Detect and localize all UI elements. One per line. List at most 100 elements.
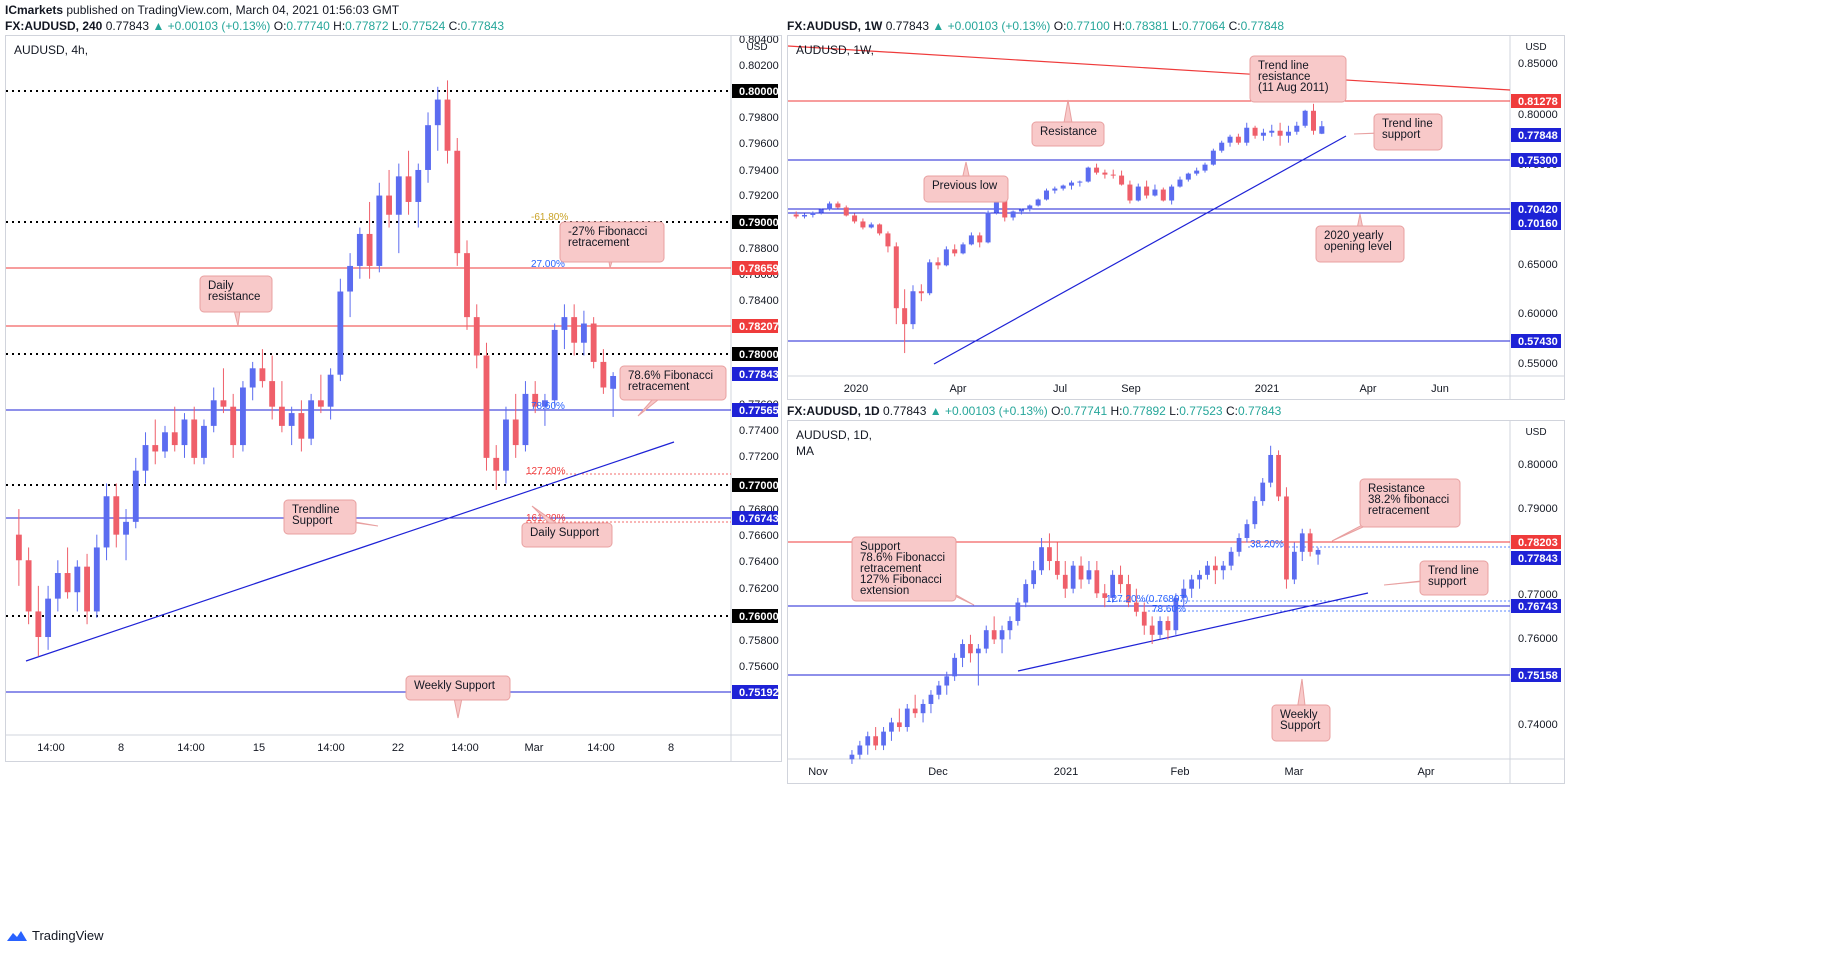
x-tick-label: Dec: [928, 766, 948, 778]
price-tag: [1511, 551, 1561, 565]
close-label: C:: [1225, 404, 1238, 418]
tradingview-logo[interactable]: TradingView: [6, 928, 104, 943]
chart-panel-4h[interactable]: USD 0.80400 0.80200 0.79800 0.79600 0.79400 0.…: [5, 35, 782, 762]
price-tag: [1511, 94, 1561, 108]
candle-body: [1169, 186, 1175, 201]
y-tick-label: 0.55000: [1518, 358, 1558, 370]
high-label: H:: [1110, 404, 1123, 418]
symbol-label: FX:AUDUSD, 1D: [787, 404, 880, 418]
candle-body: [818, 209, 824, 213]
high-value: 0.77892: [1122, 404, 1166, 418]
price-tag-label: 0.75300: [1518, 155, 1558, 167]
candle-body: [123, 521, 129, 535]
callout-box: [1031, 121, 1105, 147]
chart-panel-1w[interactable]: USD0.850000.800000.750000.700000.650000.…: [787, 35, 1565, 400]
candle-body: [1236, 537, 1242, 552]
price-tag-label: 0.77000: [739, 480, 779, 492]
callout-box: [923, 175, 1009, 203]
callout-text: Trendline Support: [292, 504, 340, 527]
candle-body: [54, 573, 61, 599]
candle-body: [113, 496, 120, 535]
y-tick-label: 0.80200: [739, 60, 779, 72]
candle-body: [889, 722, 894, 732]
price-tag-label: 0.76743: [739, 513, 779, 525]
candle-body: [1219, 142, 1225, 151]
y-tick-label: 0.85000: [1518, 58, 1558, 70]
candle-body: [1210, 150, 1216, 165]
publisher-name[interactable]: ICmarkets: [5, 3, 64, 17]
candle-body: [493, 457, 500, 471]
candle-body: [896, 722, 902, 728]
callout-text: 2020 yearly opening level: [1324, 230, 1392, 253]
candle-body: [993, 200, 999, 213]
candle-body: [1102, 172, 1108, 175]
candle-body: [347, 265, 354, 292]
callout-box: [521, 522, 613, 548]
price-tag: [732, 478, 778, 492]
x-tick-label: 14:00: [587, 742, 615, 754]
candle-body: [849, 754, 855, 760]
candle-body: [532, 393, 539, 407]
candle-body: [93, 547, 100, 612]
candle-body: [434, 99, 441, 126]
price-tag-label: 0.70420: [1518, 204, 1558, 216]
publish-header: ICmarkets published on TradingView.com, …: [5, 3, 399, 17]
candle-body: [1194, 170, 1200, 174]
callout-text: Daily resistance: [208, 280, 260, 303]
indicator-label-ma[interactable]: MA: [796, 444, 814, 458]
open-value: 0.77100: [1066, 19, 1110, 33]
price-tag: [1511, 334, 1561, 348]
price-tag-label: 0.78000: [739, 349, 779, 361]
chart-title-text: AUDUSD, 1D,: [796, 428, 873, 442]
candle-body: [1127, 184, 1133, 201]
callout-text: -27% Fibonacci retracement: [568, 226, 647, 249]
high-value: 0.77872: [345, 19, 389, 33]
chart-canvas-1w[interactable]: USD0.850000.800000.750000.700000.650000.…: [788, 36, 1564, 399]
low-label: L:: [1169, 404, 1180, 418]
candle-body: [249, 368, 256, 388]
candle-body: [551, 329, 558, 401]
x-tick-label: 15: [253, 742, 265, 754]
price-tag-label: 0.77843: [739, 369, 779, 381]
candle-body: [985, 212, 991, 243]
candle-body: [220, 400, 227, 407]
candle-body: [1244, 524, 1250, 538]
low-label: L:: [391, 19, 402, 33]
price-tag: [1511, 535, 1561, 549]
candle-body: [571, 317, 578, 343]
y-tick-label: 0.80000: [1518, 109, 1558, 121]
price-tag: [1511, 153, 1561, 167]
candle-body: [1185, 173, 1191, 180]
candle-body: [1085, 167, 1091, 182]
price-tag: [732, 347, 778, 361]
candle-body: [425, 125, 431, 170]
y-tick-label: 0.75600: [739, 661, 779, 673]
chart-canvas-1d[interactable]: USD 0.80000 0.79000 0.77000 0.76000 0.74000 38…: [788, 421, 1564, 783]
candle-body: [171, 432, 178, 446]
candle-body: [1315, 549, 1321, 555]
candle-body: [983, 630, 989, 649]
candle-body: [1007, 620, 1013, 631]
callout-box: [283, 499, 357, 535]
candle-body: [259, 368, 266, 382]
chart-panel-1d[interactable]: USD 0.80000 0.79000 0.77000 0.76000 0.74000 38…: [787, 420, 1565, 784]
candle-body: [1135, 186, 1141, 201]
candle-body: [327, 374, 334, 407]
price-tag-label: 0.80000: [739, 86, 779, 98]
candle-body: [835, 203, 841, 208]
candle-body: [473, 317, 480, 356]
candle-body: [278, 406, 285, 426]
x-tick-label: 8: [668, 742, 674, 754]
candle-body: [1268, 454, 1274, 483]
x-tick-label: Mar: [525, 742, 544, 754]
candle-body: [1299, 533, 1305, 552]
candle-body: [191, 419, 198, 458]
price-tag: [732, 685, 778, 699]
price-tag: [732, 367, 778, 381]
candle-body: [885, 233, 891, 247]
candle-body: [464, 253, 470, 318]
price-tag: [732, 319, 778, 333]
price-tag: [732, 511, 778, 525]
price-tag-label: 0.75192: [739, 687, 779, 699]
